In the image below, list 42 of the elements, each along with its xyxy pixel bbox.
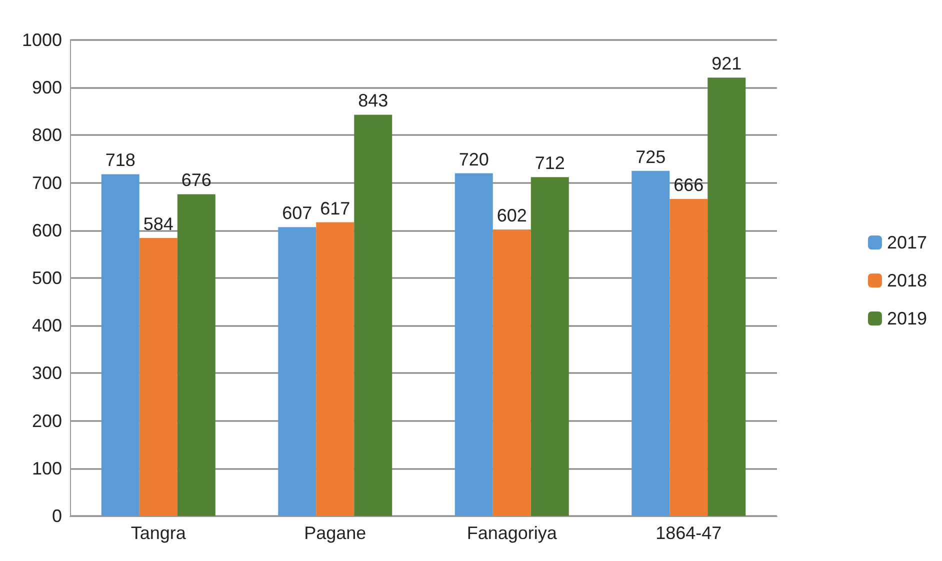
data-label: 617	[320, 198, 350, 218]
y-tick-label: 900	[32, 78, 62, 98]
legend-label: 2018	[886, 270, 928, 290]
data-label: 666	[674, 174, 704, 195]
data-label: 584	[143, 214, 174, 234]
x-tick-label: Pagane	[304, 523, 366, 543]
y-tick-label: 100	[32, 458, 62, 478]
x-tick-label: Tangra	[130, 523, 187, 543]
bar	[177, 194, 216, 516]
bar	[354, 114, 392, 516]
data-label: 720	[458, 149, 489, 170]
y-tick-label: 200	[32, 410, 62, 431]
y-tick-label: 300	[32, 363, 62, 384]
data-label: 712	[534, 153, 565, 174]
bar	[632, 170, 670, 516]
y-tick-label: 700	[32, 172, 62, 193]
legend-label: 2017	[886, 232, 928, 252]
bar	[278, 227, 316, 516]
data-label: 602	[496, 205, 527, 226]
y-tick-label: 500	[32, 268, 62, 288]
bar	[530, 177, 569, 516]
bar	[101, 174, 140, 516]
data-label: 718	[105, 150, 136, 170]
x-tick-label: 1864-47	[656, 523, 722, 543]
data-label: 843	[358, 90, 388, 111]
bar	[454, 173, 493, 516]
y-tick-label: 0	[52, 506, 62, 526]
data-label: 725	[636, 146, 666, 167]
x-tick-label: Fanagoriya	[466, 523, 558, 543]
bar	[139, 238, 178, 516]
bar	[708, 78, 746, 516]
legend-label: 2019	[886, 308, 928, 328]
data-label: 607	[282, 203, 312, 224]
bar	[316, 222, 354, 516]
data-label: 921	[712, 54, 742, 74]
y-tick-label: 1000	[22, 30, 62, 50]
y-tick-label: 400	[32, 316, 62, 336]
bar	[670, 198, 708, 516]
data-label: 676	[181, 170, 212, 190]
y-tick-label: 600	[32, 220, 62, 240]
bar	[492, 229, 531, 516]
y-tick-label: 800	[32, 125, 62, 146]
